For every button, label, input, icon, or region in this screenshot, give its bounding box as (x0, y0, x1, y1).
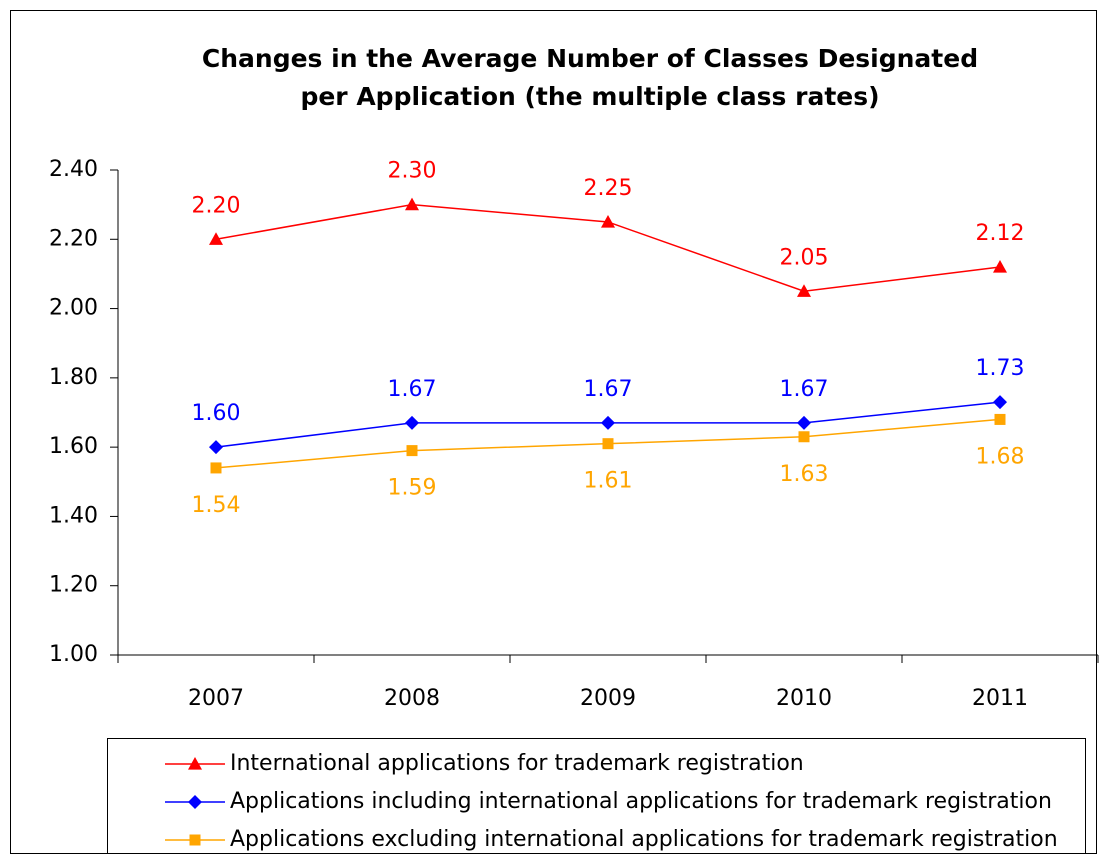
x-tick-label: 2009 (580, 686, 636, 711)
legend-label: Applications excluding international app… (230, 827, 1058, 852)
marker (601, 415, 615, 430)
marker (209, 232, 223, 245)
marker (188, 757, 202, 770)
legend-box (107, 738, 1086, 854)
data-label: 1.67 (584, 377, 633, 402)
data-label: 1.54 (192, 493, 241, 518)
marker (405, 415, 419, 430)
data-label: 1.61 (584, 469, 633, 494)
x-tick-label: 2010 (776, 686, 832, 711)
marker (993, 395, 1007, 410)
x-tick-label: 2008 (384, 686, 440, 711)
x-tick-label: 2007 (188, 686, 244, 711)
data-label: 1.59 (388, 476, 437, 501)
data-label: 1.68 (976, 444, 1025, 469)
marker (797, 415, 811, 430)
y-tick-label: 2.20 (49, 226, 98, 251)
marker (209, 440, 223, 455)
marker (602, 438, 614, 450)
marker (797, 284, 811, 297)
marker (405, 197, 419, 211)
data-label: 2.20 (192, 193, 241, 218)
chart-title: per Application (the multiple class rate… (300, 82, 879, 111)
data-label: 2.05 (780, 245, 829, 270)
marker (189, 834, 201, 846)
marker (188, 795, 202, 809)
marker (993, 260, 1007, 273)
y-tick-label: 1.60 (49, 434, 98, 459)
data-label: 1.67 (388, 377, 437, 402)
marker (798, 431, 810, 443)
legend-label: Applications including international app… (230, 789, 1052, 814)
y-tick-label: 2.00 (49, 296, 98, 321)
marker (601, 214, 615, 228)
chart-frame (10, 10, 1097, 854)
marker (210, 462, 222, 474)
legend-label: International applications for trademark… (230, 751, 804, 776)
y-tick-label: 1.00 (49, 642, 98, 667)
data-label: 1.73 (976, 356, 1025, 381)
y-tick-label: 1.40 (49, 503, 98, 528)
data-label: 2.12 (976, 221, 1025, 246)
y-tick-label: 1.20 (49, 573, 98, 598)
data-label: 1.60 (192, 401, 241, 426)
marker (994, 413, 1006, 425)
y-tick-label: 1.80 (49, 365, 98, 390)
chart-title: Changes in the Average Number of Classes… (202, 44, 978, 73)
data-label: 1.67 (780, 377, 829, 402)
x-tick-label: 2011 (972, 686, 1028, 711)
data-label: 1.63 (780, 462, 829, 487)
marker (406, 445, 418, 457)
data-label: 2.25 (584, 176, 633, 201)
data-label: 2.30 (388, 159, 437, 184)
y-tick-label: 2.40 (49, 157, 98, 182)
